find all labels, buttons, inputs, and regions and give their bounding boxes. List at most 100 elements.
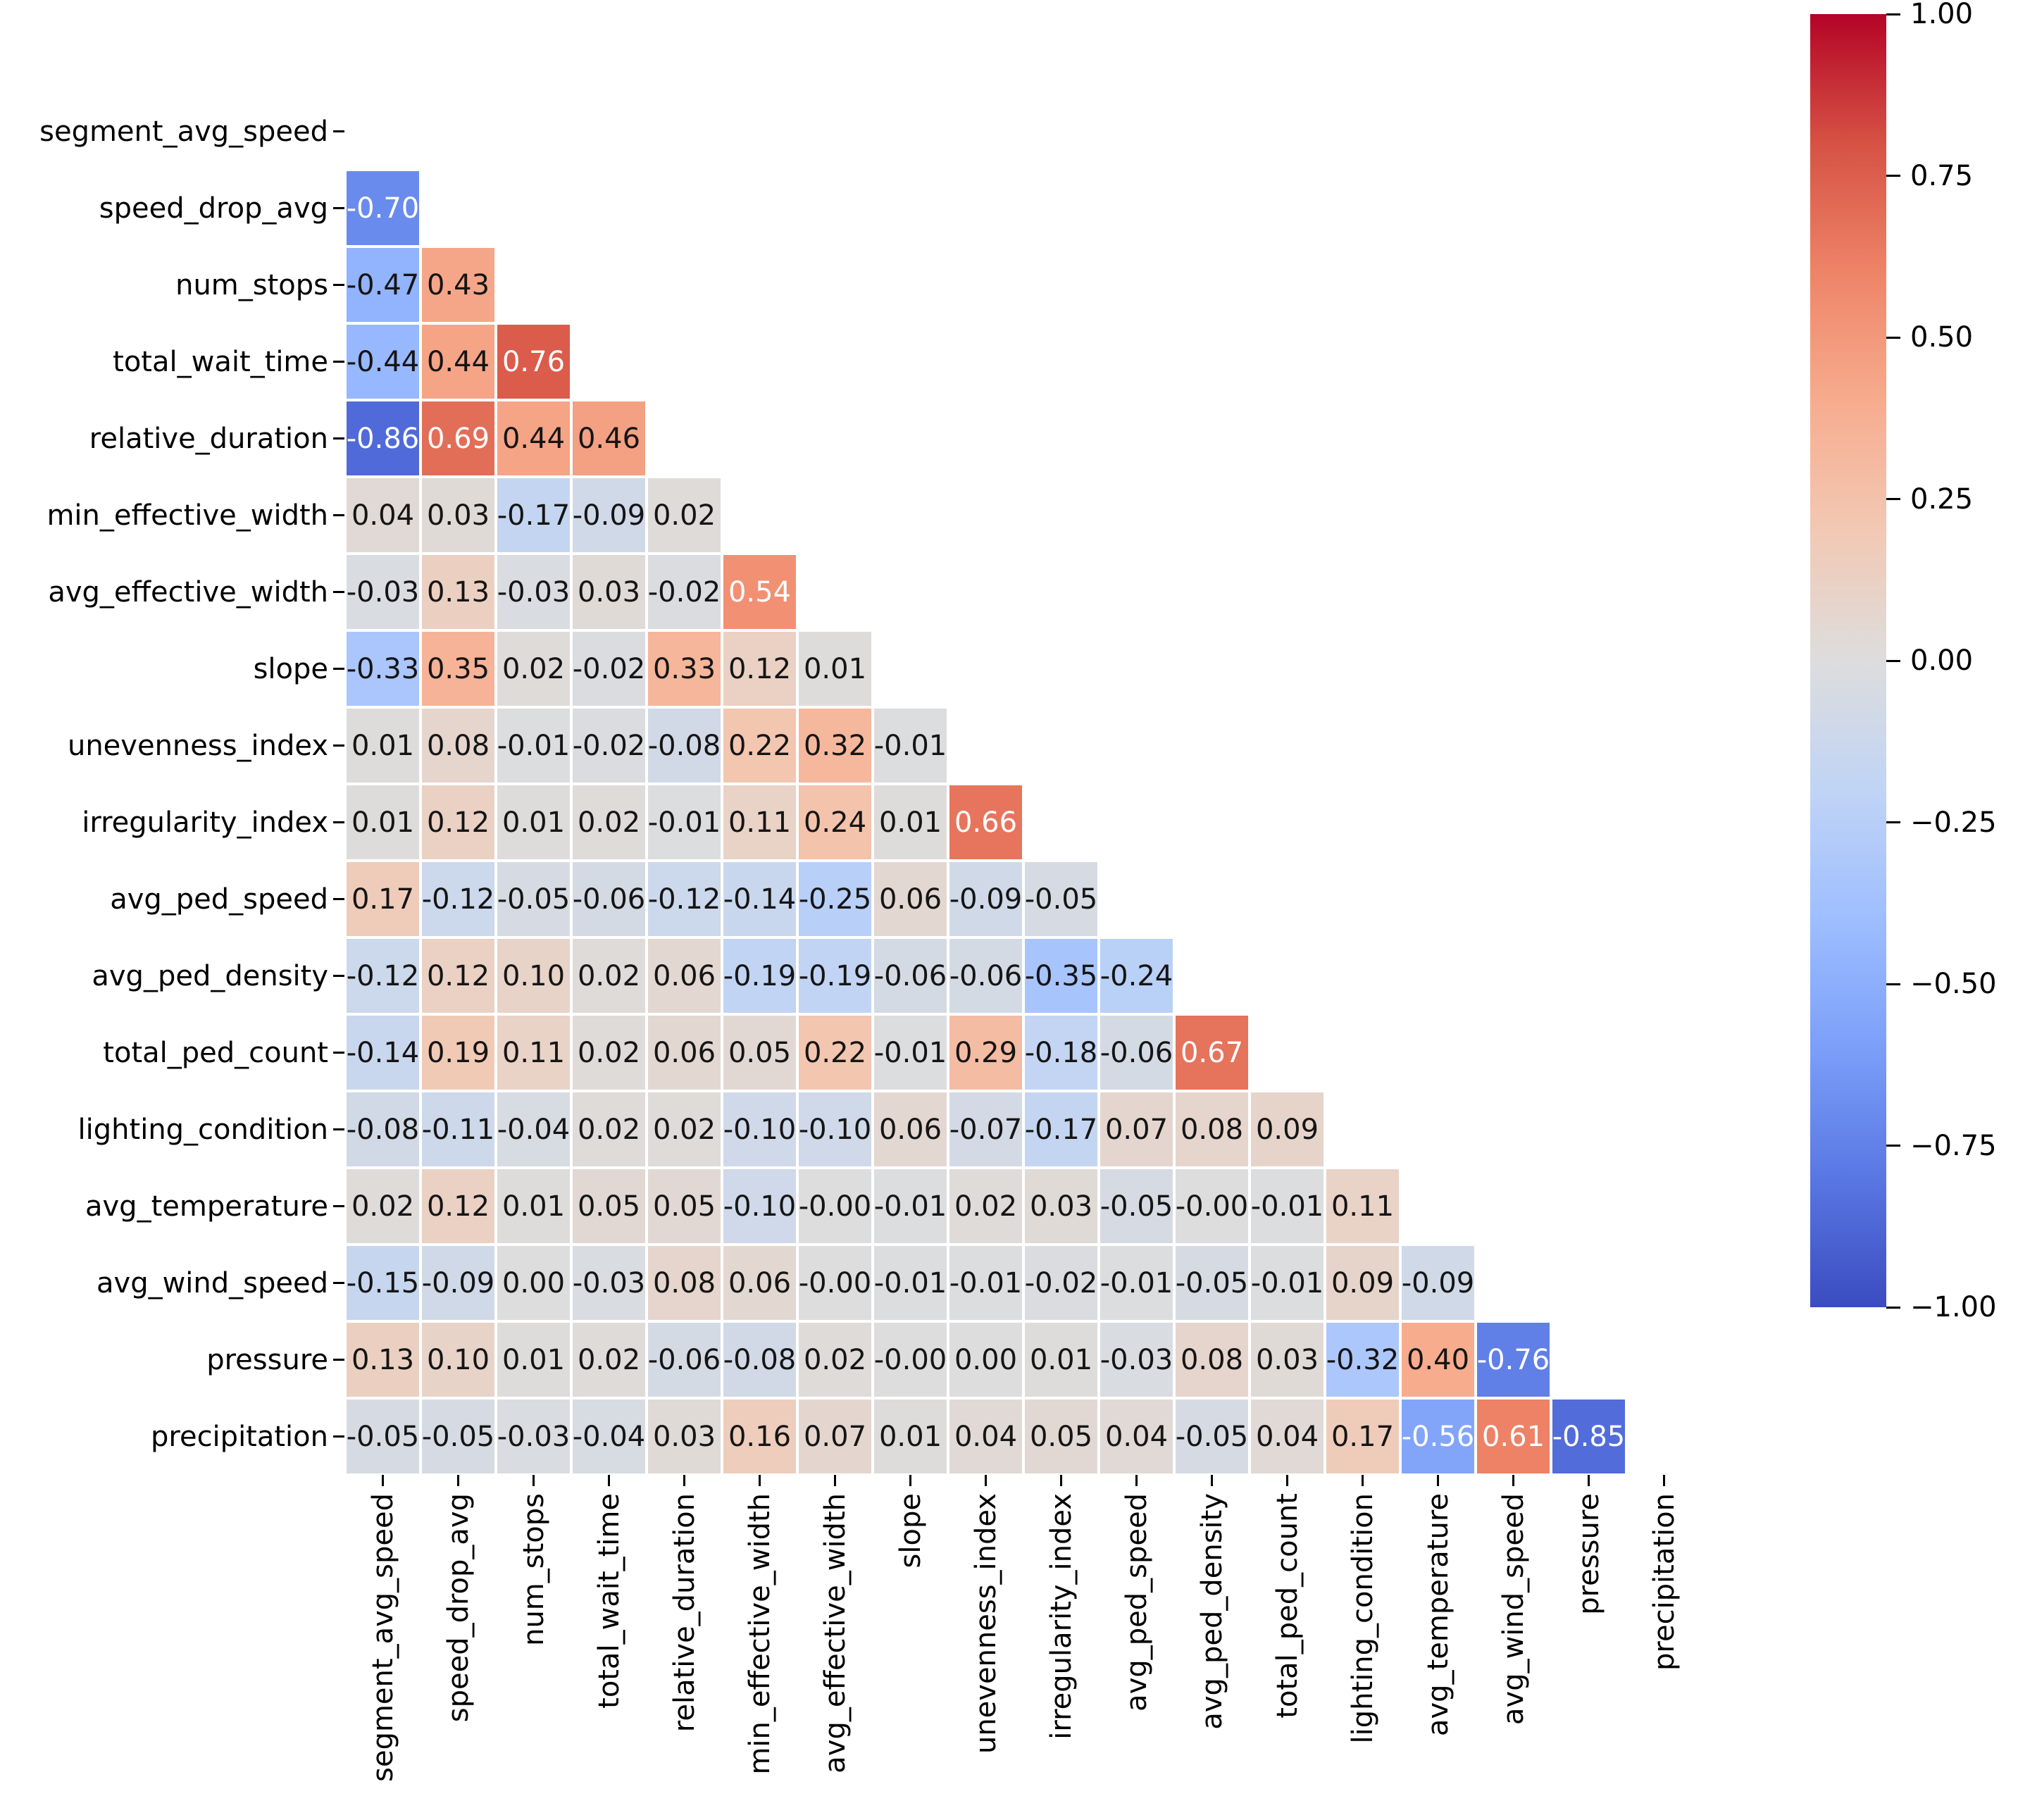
colorbar-tick <box>1886 821 1900 823</box>
x-axis-label: avg_wind_speed <box>1497 1493 1530 1725</box>
x-axis-label: precipitation <box>1648 1493 1681 1671</box>
heatmap-cell: 0.06 <box>873 1091 948 1168</box>
heatmap-cell: 0.09 <box>1325 1245 1400 1321</box>
heatmap-cell: 0.05 <box>722 1014 797 1091</box>
heatmap-cell: -0.19 <box>797 937 873 1014</box>
heatmap-cell: 0.07 <box>1099 1091 1174 1168</box>
heatmap-cell: -0.76 <box>1476 1321 1551 1398</box>
heatmap-cell: 0.03 <box>1023 1168 1099 1245</box>
y-axis-label: avg_effective_width <box>48 575 328 609</box>
heatmap-cell: 0.01 <box>496 784 571 861</box>
x-axis-tick <box>1286 1475 1288 1486</box>
y-axis-label: min_effective_width <box>46 499 328 532</box>
heatmap-cell: -0.47 <box>345 247 421 323</box>
heatmap-cell: -0.00 <box>1174 1168 1250 1245</box>
heatmap-cell: -0.70 <box>345 170 421 247</box>
x-axis-label: total_ped_count <box>1271 1493 1304 1719</box>
heatmap-cell: -0.08 <box>345 1091 421 1168</box>
y-axis-tick <box>333 744 344 747</box>
heatmap-cell: -0.06 <box>1099 1014 1174 1091</box>
x-axis-tick <box>608 1475 610 1486</box>
heatmap-cell: -0.25 <box>797 861 873 937</box>
heatmap-cell: -0.05 <box>496 861 571 937</box>
colorbar-tick-label: 1.00 <box>1910 0 1974 30</box>
heatmap-cell: -0.01 <box>948 1245 1023 1321</box>
y-axis-tick <box>333 1282 344 1284</box>
heatmap-cell: 0.01 <box>496 1168 571 1245</box>
heatmap-cell: 0.12 <box>421 937 496 1014</box>
heatmap-cell: 0.01 <box>1023 1321 1099 1398</box>
heatmap-cell: 0.08 <box>1174 1091 1250 1168</box>
heatmap-cell: -0.56 <box>1400 1398 1476 1475</box>
heatmap-cell: -0.06 <box>571 861 647 937</box>
heatmap-cell: 0.02 <box>571 784 647 861</box>
y-axis-label: avg_wind_speed <box>96 1266 328 1299</box>
heatmap-cell: -0.06 <box>873 937 948 1014</box>
y-axis-tick <box>333 284 344 286</box>
heatmap-cell: -0.09 <box>421 1245 496 1321</box>
heatmap-cell: 0.03 <box>571 554 647 630</box>
heatmap-cell: 0.44 <box>496 400 571 477</box>
heatmap-cell: -0.02 <box>571 707 647 784</box>
heatmap-cell: 0.44 <box>421 323 496 400</box>
heatmap-cell: 0.08 <box>421 707 496 784</box>
heatmap-cell: -0.05 <box>1174 1245 1250 1321</box>
y-axis-tick <box>333 1052 344 1054</box>
heatmap-cell: 0.08 <box>647 1245 722 1321</box>
heatmap-cell: 0.01 <box>496 1321 571 1398</box>
heatmap-cell: -0.08 <box>722 1321 797 1398</box>
x-axis-tick <box>1060 1475 1062 1486</box>
heatmap-cell: -0.05 <box>1023 861 1099 937</box>
heatmap-cell: 0.01 <box>345 707 421 784</box>
heatmap-cell: -0.05 <box>345 1398 421 1475</box>
colorbar-tick <box>1886 983 1900 985</box>
heatmap-cell: -0.03 <box>571 1245 647 1321</box>
heatmap-cell: 0.22 <box>797 1014 873 1091</box>
y-axis-tick <box>333 591 344 593</box>
heatmap-cell: 0.69 <box>421 400 496 477</box>
x-axis-tick <box>382 1475 384 1486</box>
heatmap-cell: -0.00 <box>873 1321 948 1398</box>
y-axis-label: lighting_condition <box>77 1113 328 1146</box>
colorbar-tick <box>1886 498 1900 500</box>
x-axis-tick <box>1588 1475 1590 1486</box>
heatmap-cell: 0.40 <box>1400 1321 1476 1398</box>
y-axis-tick <box>333 668 344 670</box>
heatmap-cell: 0.03 <box>1250 1321 1325 1398</box>
heatmap-cell: -0.12 <box>421 861 496 937</box>
heatmap-cell: 0.04 <box>1099 1398 1174 1475</box>
heatmap-cell: 0.54 <box>722 554 797 630</box>
y-axis-label: speed_drop_avg <box>99 192 328 225</box>
y-axis-tick <box>333 361 344 363</box>
x-axis-label: lighting_condition <box>1346 1493 1379 1744</box>
x-axis-label: unevenness_index <box>969 1493 1002 1754</box>
heatmap-cell: 0.04 <box>345 477 421 554</box>
y-axis-label: avg_temperature <box>85 1190 328 1223</box>
heatmap-cell: -0.03 <box>496 554 571 630</box>
heatmap-cell: 0.35 <box>421 630 496 707</box>
heatmap-cell: -0.18 <box>1023 1014 1099 1091</box>
heatmap-cell: -0.03 <box>496 1398 571 1475</box>
y-axis-tick <box>333 207 344 209</box>
x-axis-tick <box>1512 1475 1514 1486</box>
colorbar-tick-label: 0.75 <box>1910 159 1974 192</box>
heatmap-cell: 0.17 <box>1325 1398 1400 1475</box>
y-axis-tick <box>333 975 344 977</box>
heatmap-cell: 0.00 <box>496 1245 571 1321</box>
x-axis-tick <box>457 1475 459 1486</box>
heatmap-cell: 0.13 <box>421 554 496 630</box>
heatmap-cell: 0.03 <box>421 477 496 554</box>
heatmap-cell: -0.17 <box>496 477 571 554</box>
heatmap-cell: 0.67 <box>1174 1014 1250 1091</box>
heatmap-cell: 0.09 <box>1250 1091 1325 1168</box>
heatmap-cell: 0.01 <box>873 784 948 861</box>
heatmap-cell: 0.10 <box>421 1321 496 1398</box>
colorbar-gradient <box>1810 14 1886 1307</box>
heatmap-cell: 0.02 <box>571 1091 647 1168</box>
heatmap-cell: 0.06 <box>873 861 948 937</box>
heatmap-cell: 0.00 <box>948 1321 1023 1398</box>
heatmap-cell: -0.85 <box>1551 1398 1626 1475</box>
heatmap-cell: -0.01 <box>647 784 722 861</box>
y-axis-label: relative_duration <box>89 422 328 455</box>
